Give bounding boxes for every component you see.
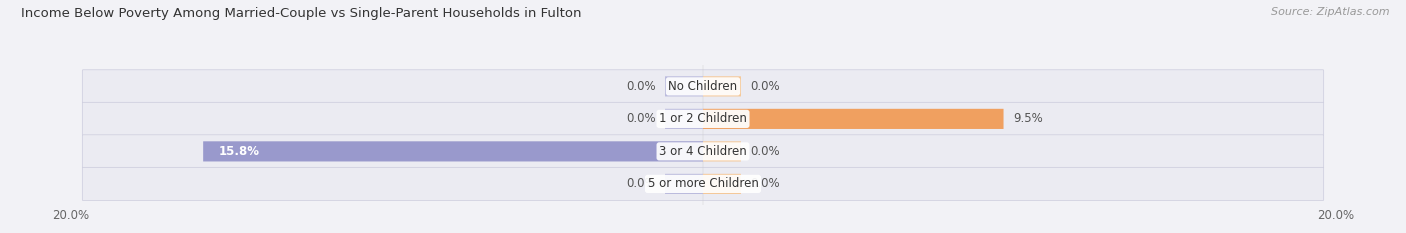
Text: 1 or 2 Children: 1 or 2 Children — [659, 112, 747, 125]
Text: 9.5%: 9.5% — [1014, 112, 1043, 125]
Text: 0.0%: 0.0% — [751, 80, 780, 93]
FancyBboxPatch shape — [703, 76, 741, 96]
FancyBboxPatch shape — [665, 109, 703, 129]
Text: 0.0%: 0.0% — [626, 80, 655, 93]
FancyBboxPatch shape — [703, 141, 741, 161]
Text: Source: ZipAtlas.com: Source: ZipAtlas.com — [1271, 7, 1389, 17]
Text: 3 or 4 Children: 3 or 4 Children — [659, 145, 747, 158]
Text: 5 or more Children: 5 or more Children — [648, 177, 758, 190]
FancyBboxPatch shape — [703, 109, 1004, 129]
FancyBboxPatch shape — [83, 102, 1323, 135]
FancyBboxPatch shape — [83, 135, 1323, 168]
FancyBboxPatch shape — [83, 167, 1323, 200]
Text: 15.8%: 15.8% — [219, 145, 260, 158]
FancyBboxPatch shape — [665, 174, 703, 194]
FancyBboxPatch shape — [703, 174, 741, 194]
FancyBboxPatch shape — [83, 70, 1323, 103]
Text: 0.0%: 0.0% — [751, 177, 780, 190]
FancyBboxPatch shape — [202, 141, 703, 161]
Text: Income Below Poverty Among Married-Couple vs Single-Parent Households in Fulton: Income Below Poverty Among Married-Coupl… — [21, 7, 582, 20]
Text: No Children: No Children — [668, 80, 738, 93]
Text: 0.0%: 0.0% — [751, 145, 780, 158]
Text: 0.0%: 0.0% — [626, 112, 655, 125]
Text: 0.0%: 0.0% — [626, 177, 655, 190]
FancyBboxPatch shape — [665, 76, 703, 96]
